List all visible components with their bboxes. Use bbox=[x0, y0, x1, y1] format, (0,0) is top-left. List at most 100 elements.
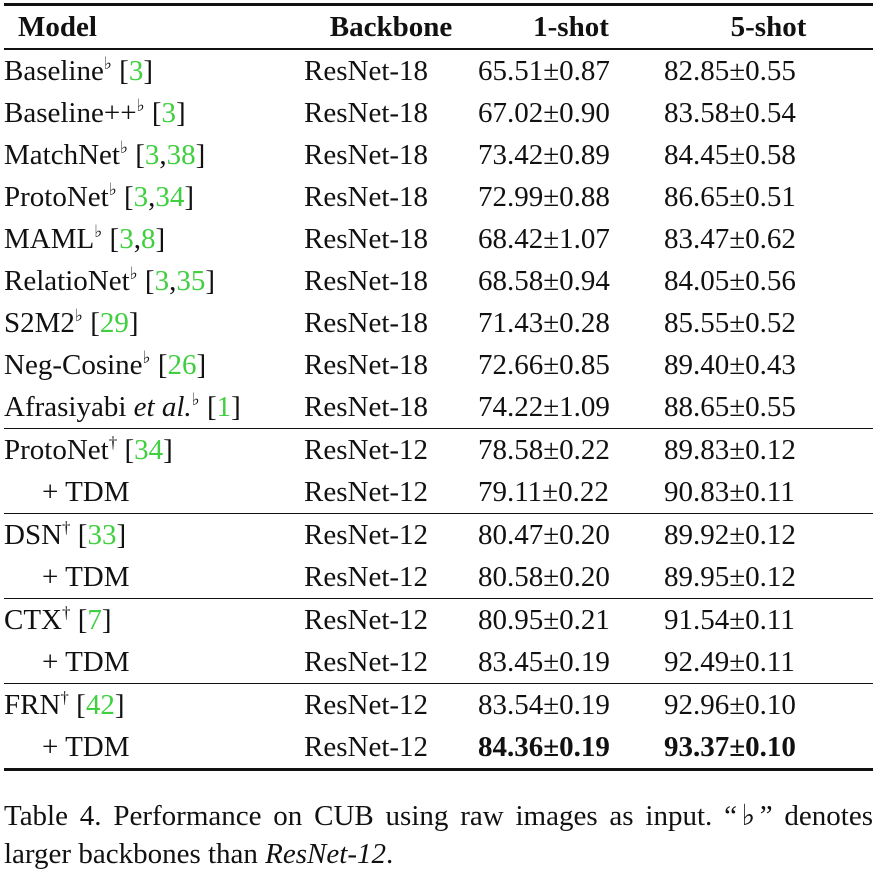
five-shot-cell: 93.37±0.10 bbox=[664, 730, 796, 763]
five-shot-cell: 84.05±0.56 bbox=[664, 264, 796, 297]
table-row: CTX† [7] ResNet-12 80.95±0.21 91.54±0.11 bbox=[4, 598, 873, 642]
model-cell: Afrasiyabi et al.♭ [1] bbox=[4, 389, 241, 423]
citation-link[interactable]: 3 bbox=[133, 180, 149, 213]
one-shot-cell: 67.02±0.90 bbox=[478, 96, 610, 129]
model-name: S2M2 bbox=[4, 306, 75, 339]
citation-link[interactable]: 26 bbox=[167, 348, 197, 381]
model-mark: ♭ bbox=[129, 263, 138, 283]
backbone-cell: ResNet-12 bbox=[304, 433, 429, 466]
one-shot-cell: 79.11±0.22 bbox=[478, 475, 609, 508]
model-name: DSN bbox=[4, 518, 63, 551]
model-mark: ♭ bbox=[74, 305, 83, 325]
table-row: + TDM ResNet-12 84.36±0.19 93.37±0.10 bbox=[4, 726, 873, 770]
model-name: + TDM bbox=[42, 560, 130, 593]
one-shot-cell: 74.22±1.09 bbox=[478, 390, 610, 423]
model-cell: + TDM bbox=[4, 471, 304, 514]
citation-link[interactable]: 7 bbox=[87, 603, 102, 636]
model-cell: MAML♭ [3,8] bbox=[4, 221, 166, 255]
citation-link[interactable]: 3 bbox=[154, 264, 170, 297]
five-shot-cell: 89.95±0.12 bbox=[664, 560, 796, 593]
model-name: Baseline++ bbox=[4, 96, 137, 129]
citation-link[interactable]: 3 bbox=[128, 54, 144, 87]
model-name: Afrasiyabi bbox=[4, 390, 127, 423]
model-mark: † bbox=[60, 687, 69, 707]
model-name: Baseline bbox=[4, 54, 104, 87]
model-cell: Neg-Cosine♭ [26] bbox=[4, 347, 207, 381]
backbone-cell: ResNet-18 bbox=[304, 96, 429, 129]
model-mark: ♭ bbox=[142, 347, 151, 367]
model-cell: Baseline++♭ [3] bbox=[4, 95, 186, 129]
table-row: + TDM ResNet-12 79.11±0.22 90.83±0.11 bbox=[4, 471, 873, 514]
one-shot-cell: 68.42±1.07 bbox=[478, 222, 610, 255]
table-row: ProtoNet♭ [3,34] ResNet-18 72.99±0.88 86.65… bbox=[4, 176, 873, 218]
citation-link[interactable]: 3 bbox=[144, 138, 160, 171]
citation-link[interactable]: 8 bbox=[140, 222, 156, 255]
model-cell: FRN† [42] bbox=[4, 687, 125, 721]
model-mark: ♭ bbox=[108, 179, 117, 199]
table-row: S2M2♭ [29] ResNet-18 71.43±0.28 85.55±0.52 bbox=[4, 302, 873, 344]
model-name: + TDM bbox=[42, 730, 130, 763]
citation-link[interactable]: 3 bbox=[119, 222, 134, 255]
five-shot-cell: 92.96±0.10 bbox=[664, 688, 796, 721]
five-shot-cell: 82.85±0.55 bbox=[664, 54, 796, 87]
caption-text: Table 4. Performance on CUB using raw im… bbox=[4, 800, 873, 870]
caption-italic: ResNet-12 bbox=[265, 838, 386, 870]
one-shot-cell: 80.95±0.21 bbox=[478, 603, 610, 636]
five-shot-cell: 89.40±0.43 bbox=[664, 348, 796, 381]
model-name: MatchNet bbox=[4, 138, 120, 171]
backbone-cell: ResNet-18 bbox=[304, 222, 429, 255]
backbone-cell: ResNet-18 bbox=[304, 180, 429, 213]
model-cell: RelatioNet♭ [3,35] bbox=[4, 263, 216, 297]
table-caption: Table 4. Performance on CUB using raw im… bbox=[4, 797, 873, 873]
table-row: + TDM ResNet-12 80.58±0.20 89.95±0.12 bbox=[4, 556, 873, 599]
table-row: RelatioNet♭ [3,35] ResNet-18 68.58±0.94 84.… bbox=[4, 260, 873, 302]
five-shot-cell: 88.65±0.55 bbox=[664, 390, 796, 423]
one-shot-cell: 78.58±0.22 bbox=[478, 433, 610, 466]
citation-link[interactable]: 35 bbox=[176, 264, 206, 297]
model-mark: ♭ bbox=[94, 221, 103, 241]
model-cell: ProtoNet† [34] bbox=[4, 432, 173, 466]
model-mark: ♭ bbox=[136, 95, 145, 115]
five-shot-cell: 89.83±0.12 bbox=[664, 433, 796, 466]
model-mark: ♭ bbox=[119, 137, 128, 157]
backbone-cell: ResNet-18 bbox=[304, 54, 429, 87]
five-shot-cell: 92.49±0.11 bbox=[664, 645, 795, 678]
five-shot-cell: 83.47±0.62 bbox=[664, 222, 796, 255]
header-model: Model bbox=[18, 10, 97, 43]
five-shot-cell: 85.55±0.52 bbox=[664, 306, 796, 339]
backbone-cell: ResNet-12 bbox=[304, 688, 429, 721]
header-1-shot: 1-shot bbox=[533, 10, 609, 43]
table-row: + TDM ResNet-12 83.45±0.19 92.49±0.11 bbox=[4, 641, 873, 684]
one-shot-cell: 83.54±0.19 bbox=[478, 688, 610, 721]
model-name: ProtoNet bbox=[4, 180, 109, 213]
table-row: Baseline♭ [3] ResNet-18 65.51±0.87 82.85±0.… bbox=[4, 49, 873, 92]
model-name: CTX bbox=[4, 603, 62, 636]
citation-link[interactable]: 38 bbox=[166, 138, 196, 171]
citation-link[interactable]: 42 bbox=[85, 688, 115, 721]
model-cell: + TDM bbox=[4, 726, 304, 770]
table-row: MAML♭ [3,8] ResNet-18 68.42±1.07 83.47±0.62 bbox=[4, 218, 873, 260]
citation-link[interactable]: 34 bbox=[155, 180, 185, 213]
five-shot-cell: 84.45±0.58 bbox=[664, 138, 796, 171]
backbone-cell: ResNet-18 bbox=[304, 306, 429, 339]
backbone-cell: ResNet-12 bbox=[304, 475, 429, 508]
one-shot-cell: 83.45±0.19 bbox=[478, 645, 610, 678]
header-backbone: Backbone bbox=[329, 10, 453, 43]
backbone-cell: ResNet-12 bbox=[304, 603, 429, 636]
citation-link[interactable]: 33 bbox=[87, 518, 117, 551]
model-cell: CTX† [7] bbox=[4, 602, 112, 636]
model-cell: DSN† [33] bbox=[4, 517, 127, 551]
model-mark: ♭ bbox=[191, 389, 200, 409]
citation-link[interactable]: 29 bbox=[99, 306, 129, 339]
table-row: DSN† [33] ResNet-12 80.47±0.20 89.92±0.12 bbox=[4, 513, 873, 557]
header-5-shot: 5-shot bbox=[730, 10, 807, 43]
table-row: FRN† [42] ResNet-12 83.54±0.19 92.96±0.10 bbox=[4, 683, 873, 727]
citation-link[interactable]: 3 bbox=[161, 96, 177, 129]
one-shot-cell: 80.47±0.20 bbox=[478, 518, 610, 551]
model-cell: + TDM bbox=[4, 641, 304, 684]
citation-link[interactable]: 34 bbox=[134, 433, 164, 466]
table-row: Afrasiyabi et al.♭ [1] ResNet-18 74.22±1.0… bbox=[4, 386, 873, 429]
citation-link[interactable]: 1 bbox=[216, 390, 232, 423]
model-cell: + TDM bbox=[4, 556, 304, 599]
